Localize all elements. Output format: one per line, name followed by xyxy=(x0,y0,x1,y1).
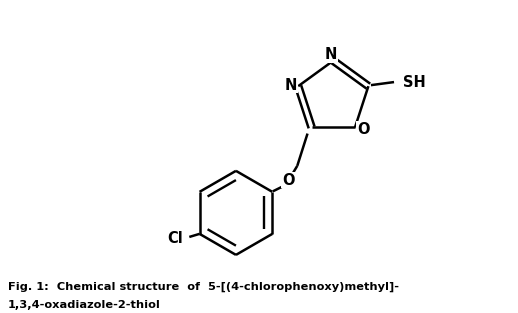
Text: 1,3,4-oxadiazole-2-thiol: 1,3,4-oxadiazole-2-thiol xyxy=(8,300,161,310)
Text: Fig. 1:  Chemical structure  of  5-[(4-chlorophenoxy)methyl]-: Fig. 1: Chemical structure of 5-[(4-chlo… xyxy=(8,281,399,292)
Text: O: O xyxy=(282,173,294,188)
Text: N: N xyxy=(285,78,297,93)
Text: Cl: Cl xyxy=(168,232,183,247)
Text: O: O xyxy=(357,122,369,137)
Text: SH: SH xyxy=(402,74,425,90)
Text: N: N xyxy=(325,47,337,62)
